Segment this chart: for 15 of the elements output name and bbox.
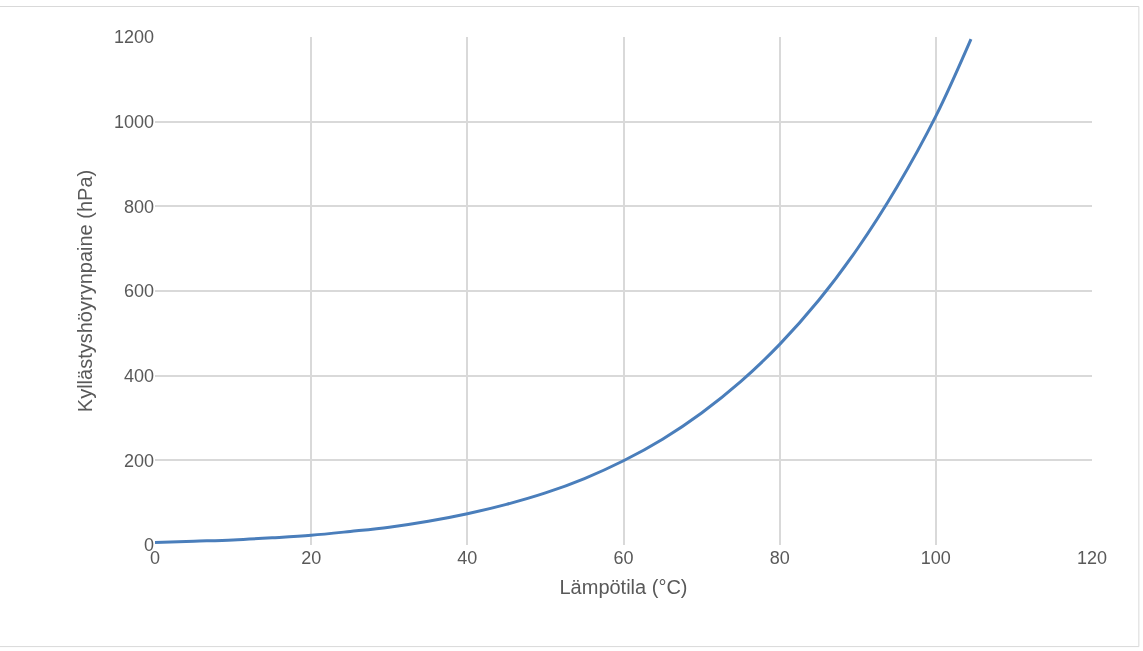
line-series xyxy=(155,37,973,544)
y-axis-title: Kyllästyshöyrynpaine (hPa) xyxy=(74,169,97,413)
x-tick-label: 40 xyxy=(457,548,478,568)
y-tick-label: 1200 xyxy=(113,27,154,48)
x-tick-label: 100 xyxy=(920,548,951,568)
x-tick-label: 60 xyxy=(613,548,634,568)
x-tick-label: 20 xyxy=(301,548,322,568)
x-tick-label: 120 xyxy=(1076,548,1108,568)
y-tick-label: 800 xyxy=(123,196,154,217)
y-tick-label: 200 xyxy=(123,450,154,471)
y-tick-label: 400 xyxy=(123,365,154,386)
y-tick-label: 600 xyxy=(123,281,154,302)
x-axis-title: Lämpötila (°C) xyxy=(559,575,688,598)
x-tick-label: 80 xyxy=(769,548,790,568)
y-tick-label: 1000 xyxy=(113,111,154,132)
